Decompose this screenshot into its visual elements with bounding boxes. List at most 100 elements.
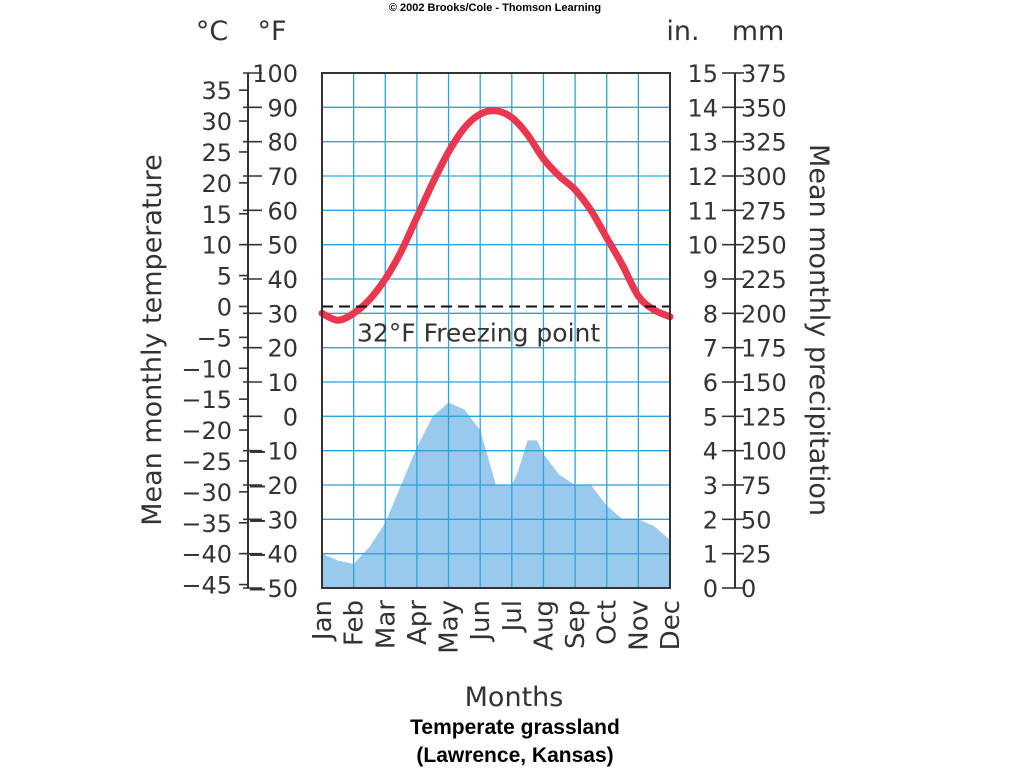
fahrenheit-tick-label: 50 <box>267 232 298 260</box>
fahrenheit-tick-label: −10 <box>247 438 298 466</box>
celsius-tick-label: 35 <box>201 77 232 105</box>
celsius-tick-label: 25 <box>201 139 232 167</box>
celsius-tick-label: −10 <box>181 355 232 383</box>
inch-tick-label: 2 <box>703 506 718 534</box>
fahrenheit-tick-label: 30 <box>267 300 298 328</box>
mm-unit-label: mm <box>732 16 785 47</box>
fahrenheit-tick-label: 60 <box>267 197 298 225</box>
freezing-point-label: 32°F Freezing point <box>357 318 600 347</box>
fahrenheit-tick-label: 90 <box>267 94 298 122</box>
month-label-apr: Apr <box>403 600 433 645</box>
celsius-tick-label: 0 <box>217 293 232 321</box>
inch-tick-label: 7 <box>703 335 718 363</box>
celsius-tick-label: −30 <box>181 479 232 507</box>
fahrenheit-unit-label: °F <box>257 16 286 47</box>
celsius-tick-label: 10 <box>201 232 232 260</box>
celsius-tick-label: 15 <box>201 201 232 229</box>
celsius-tick-label: −15 <box>181 386 232 414</box>
celsius-tick-label: −45 <box>181 572 232 600</box>
plot-border <box>321 72 671 589</box>
inch-tick-label: 15 <box>687 60 718 88</box>
month-label-may: May <box>435 600 465 654</box>
month-label-dec: Dec <box>656 600 686 650</box>
inch-tick-label: 6 <box>703 369 718 397</box>
celsius-tick-label: −25 <box>181 448 232 476</box>
mm-tick-label: 0 <box>741 575 756 603</box>
copyright-note: © 2002 Brooks/Cole - Thomson Learning <box>389 2 601 14</box>
fahrenheit-tick-label: −30 <box>247 506 298 534</box>
inch-tick-label: 1 <box>703 541 718 569</box>
mm-tick-label: 325 <box>741 129 787 157</box>
fahrenheit-tick-label: −20 <box>247 472 298 500</box>
mm-tick-label: 350 <box>741 94 787 122</box>
celsius-tick-label: 20 <box>201 170 232 198</box>
month-label-sep: Sep <box>561 600 591 649</box>
mm-tick-label: 125 <box>741 403 787 431</box>
mm-tick-label: 175 <box>741 335 787 363</box>
month-label-feb: Feb <box>340 600 370 646</box>
inch-tick-label: 4 <box>703 438 718 466</box>
month-labels: Jan Feb Mar Apr May Jun Jul Aug Sep Oct Nov Dec <box>308 600 686 654</box>
x-axis-title: Months <box>465 682 564 713</box>
celsius-tick-label: 30 <box>201 108 232 136</box>
inch-tick-label: 13 <box>687 129 718 157</box>
month-label-jan: Jan <box>308 600 338 642</box>
mm-tick-label: 250 <box>741 232 787 260</box>
mm-tick-label: 75 <box>741 472 772 500</box>
mm-tick-label: 200 <box>741 300 787 328</box>
inch-tick-label: 10 <box>687 232 718 260</box>
caption-line-1: Temperate grassland <box>410 716 620 739</box>
inch-tick-label: 8 <box>703 300 718 328</box>
precipitation-area <box>322 402 670 588</box>
celsius-tick-label: −40 <box>181 541 232 569</box>
celsius-tick-label: −35 <box>181 510 232 538</box>
fahrenheit-tick-label: 100 <box>252 60 298 88</box>
mm-ticks: 3753503253002752502252001751501251007550… <box>735 60 787 603</box>
fahrenheit-tick-label: 0 <box>283 403 298 431</box>
month-label-jul: Jul <box>498 600 528 633</box>
left-axis: °C °F 35302520151050−5−10−15−20−25−30−35… <box>137 16 298 603</box>
mm-tick-label: 225 <box>741 266 787 294</box>
left-axis-title: Mean monthly temperature <box>137 154 168 526</box>
fahrenheit-tick-label: 20 <box>267 335 298 363</box>
fahrenheit-tick-label: 10 <box>267 369 298 397</box>
celsius-unit-label: °C <box>196 16 228 47</box>
caption-line-2: (Lawrence, Kansas) <box>416 744 613 767</box>
mm-tick-label: 100 <box>741 438 787 466</box>
inches-unit-label: in. <box>666 16 699 47</box>
mm-tick-label: 50 <box>741 506 772 534</box>
month-label-jun: Jun <box>466 600 496 643</box>
right-axis-title: Mean monthly precipitation <box>803 144 834 516</box>
plot-area: 32°F Freezing point <box>318 72 674 589</box>
fahrenheit-tick-label: 80 <box>267 129 298 157</box>
mm-tick-label: 150 <box>741 369 787 397</box>
fahrenheit-tick-label: 40 <box>267 266 298 294</box>
fahrenheit-tick-label: 70 <box>267 163 298 191</box>
inch-tick-label: 11 <box>687 197 718 225</box>
inch-tick-label: 5 <box>703 403 718 431</box>
month-label-nov: Nov <box>624 600 654 651</box>
fahrenheit-tick-label: −40 <box>247 541 298 569</box>
celsius-tick-label: −5 <box>197 324 232 352</box>
celsius-ticks: 35 30 25 20 15 10 50 −5 −10 −15 −20 −25 −30 −35 −40 −45 <box>181 77 248 600</box>
inch-tick-label: 0 <box>703 575 718 603</box>
inch-tick-label: 14 <box>687 94 718 122</box>
inch-tick-label: 9 <box>703 266 718 294</box>
celsius-tick-label: 5 <box>217 263 232 291</box>
inch-tick-label: 12 <box>687 163 718 191</box>
month-label-aug: Aug <box>530 600 560 651</box>
mm-tick-label: 300 <box>741 163 787 191</box>
celsius-tick-label: −20 <box>181 417 232 445</box>
mm-tick-label: 275 <box>741 197 787 225</box>
month-label-oct: Oct <box>593 600 623 645</box>
month-label-mar: Mar <box>371 600 401 649</box>
inch-tick-label: 3 <box>703 472 718 500</box>
mm-tick-label: 25 <box>741 541 772 569</box>
mm-tick-label: 375 <box>741 60 787 88</box>
temperature-line <box>318 107 674 324</box>
fahrenheit-tick-label: −50 <box>247 575 298 603</box>
